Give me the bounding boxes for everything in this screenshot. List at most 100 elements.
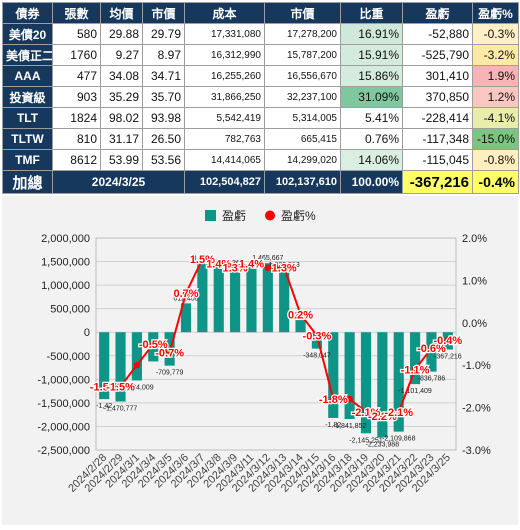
line-data-label: -0.6% bbox=[417, 343, 446, 355]
avg-price-cell: 31.17 bbox=[100, 128, 143, 150]
table-row: TLT 1824 98.02 93.98 5,542,419 5,314,005 5.41%… bbox=[2, 107, 519, 129]
table-row: 美債正二 1760 9.27 8.97 16,312,990 15,787,200 15.9… bbox=[2, 44, 519, 66]
cost-cell: 17,331,080 bbox=[184, 23, 265, 45]
bar-data-label: -1,841,852 bbox=[333, 423, 367, 430]
y-left-tick-label: -2,500,000 bbox=[37, 445, 90, 457]
line-data-label: -1.1% bbox=[401, 364, 430, 376]
bar-data-label: -367,216 bbox=[434, 354, 462, 361]
y-left-tick-label: 0 bbox=[84, 327, 90, 339]
line-data-label: -1.5% bbox=[90, 381, 119, 393]
pnl-bar bbox=[99, 332, 110, 400]
weight-cell: 15.86% bbox=[340, 65, 403, 87]
bar-data-label: -1,101,409 bbox=[398, 388, 432, 395]
bar-data-label: -1,470,777 bbox=[104, 406, 138, 413]
avg-price-cell: 9.27 bbox=[100, 44, 143, 66]
bar-data-label: -836,786 bbox=[418, 376, 446, 383]
pnl-pct-cell: -15.0% bbox=[472, 128, 519, 150]
line-data-label: 1.3% bbox=[272, 263, 297, 275]
line-data-label: -2.2% bbox=[368, 411, 397, 423]
legend-bar-swatch bbox=[205, 210, 216, 221]
pnl-pct-point bbox=[379, 412, 386, 420]
qty-cell: 1760 bbox=[52, 44, 101, 66]
pnl-pct-cell: -0.8% bbox=[472, 149, 519, 171]
pnl-pct-cell: 1.2% bbox=[472, 86, 519, 108]
cost-cell: 16,312,990 bbox=[184, 44, 265, 66]
cost-cell: 14,414,065 bbox=[184, 149, 265, 171]
pnl-bar bbox=[262, 263, 273, 333]
market-price-cell: 53.56 bbox=[142, 149, 185, 171]
market-price-cell: 29.79 bbox=[142, 23, 185, 45]
pnl-pct-point bbox=[346, 395, 353, 403]
weight-cell: 16.91% bbox=[340, 23, 403, 45]
legend-line-swatch bbox=[265, 210, 275, 221]
total-weight: 100.00% bbox=[340, 170, 403, 194]
plot-area bbox=[95, 237, 457, 451]
line-data-label: -0.5% bbox=[139, 339, 168, 351]
pnl-pct-point bbox=[444, 336, 452, 343]
y-left-tick-label: 1,000,000 bbox=[41, 280, 90, 292]
line-data-label: -0.3% bbox=[303, 331, 332, 343]
weight-cell: 14.06% bbox=[340, 149, 403, 171]
pnl-bar bbox=[230, 267, 241, 333]
pnl-pct-point bbox=[411, 366, 419, 373]
avg-price-cell: 35.29 bbox=[100, 86, 143, 108]
market-price-cell: 93.98 bbox=[142, 107, 185, 129]
market-value-cell: 17,278,200 bbox=[264, 23, 341, 45]
pnl-bar bbox=[311, 332, 322, 349]
pnl-pct-cell: -3.2% bbox=[472, 44, 519, 66]
pnl-bar bbox=[131, 332, 142, 381]
line-data-label: -2.1% bbox=[352, 407, 381, 419]
pnl-bar bbox=[344, 332, 355, 419]
pnl-bar bbox=[410, 332, 421, 385]
pnl-bar bbox=[213, 260, 224, 333]
bar-data-label: -709,779 bbox=[156, 370, 184, 377]
market-value-cell: 16,556,670 bbox=[264, 65, 341, 87]
qty-cell: 477 bbox=[52, 65, 101, 87]
bond-name: AAA bbox=[2, 65, 53, 87]
y-left-tick-label: 500,000 bbox=[50, 304, 90, 316]
pnl-pct-point bbox=[313, 332, 321, 339]
y-left-tick-label: 2,000,000 bbox=[41, 233, 90, 245]
line-data-label: 0.7% bbox=[173, 288, 198, 300]
header-qty: 張數 bbox=[52, 2, 101, 24]
pnl-chart: 2,000,000 1,500,000 1,000,000 500,000 0 -500,… bbox=[37, 209, 491, 495]
header-market-price: 市價 bbox=[142, 2, 185, 24]
qty-cell: 810 bbox=[52, 128, 101, 150]
pnl-cell: -525,790 bbox=[402, 44, 473, 66]
pnl-pct-cell: 1.9% bbox=[472, 65, 519, 87]
bond-name: TLTW bbox=[2, 128, 53, 150]
line-data-label: -0.4% bbox=[433, 335, 462, 347]
pnl-bar bbox=[246, 264, 257, 333]
market-value-cell: 5,314,005 bbox=[264, 107, 341, 129]
line-data-label: -0.7% bbox=[155, 347, 184, 359]
table-row: 投資級 903 35.29 35.70 31,866,250 32,237,100 31.0… bbox=[2, 86, 519, 108]
pnl-pct-point bbox=[231, 264, 239, 271]
pnl-pct-point bbox=[117, 383, 124, 390]
qty-cell: 8612 bbox=[52, 149, 101, 171]
pnl-bar bbox=[115, 332, 126, 402]
pnl-pct-point bbox=[280, 264, 288, 271]
header-bond: 債券 bbox=[2, 2, 53, 24]
weight-cell: 5.41% bbox=[340, 107, 403, 129]
qty-cell: 580 bbox=[52, 23, 101, 45]
bar-data-label: -1,42 bbox=[96, 403, 112, 410]
cost-cell: 782,763 bbox=[184, 128, 265, 150]
header-market-value: 市價 bbox=[264, 2, 341, 24]
line-data-label: 1.3% bbox=[223, 263, 248, 275]
pnl-pct-point bbox=[166, 349, 173, 356]
table-row: TMF 8612 53.99 53.56 14,414,065 14,299,020 14.… bbox=[2, 149, 519, 171]
cost-cell: 5,542,419 bbox=[184, 107, 265, 129]
weight-cell: 31.09% bbox=[340, 86, 403, 108]
market-value-cell: 665,415 bbox=[264, 128, 341, 150]
pnl-bar bbox=[279, 269, 290, 333]
y-left-tick-label: -2,000,000 bbox=[37, 421, 90, 433]
pnl-bar bbox=[295, 320, 306, 333]
table-row: AAA 477 34.08 34.71 16,255,260 16,556,670 15.8… bbox=[2, 65, 519, 87]
market-price-cell: 35.70 bbox=[142, 86, 185, 108]
pnl-pct-point bbox=[248, 260, 255, 267]
weight-cell: 0.76% bbox=[340, 128, 403, 150]
pnl-pct-point bbox=[133, 362, 141, 369]
bar-data-label: -2,145,251 bbox=[349, 437, 383, 444]
pnl-pct-point bbox=[395, 408, 402, 416]
table-row: 美債20 580 29.88 29.79 17,331,080 17,278,200 16.… bbox=[2, 23, 519, 45]
